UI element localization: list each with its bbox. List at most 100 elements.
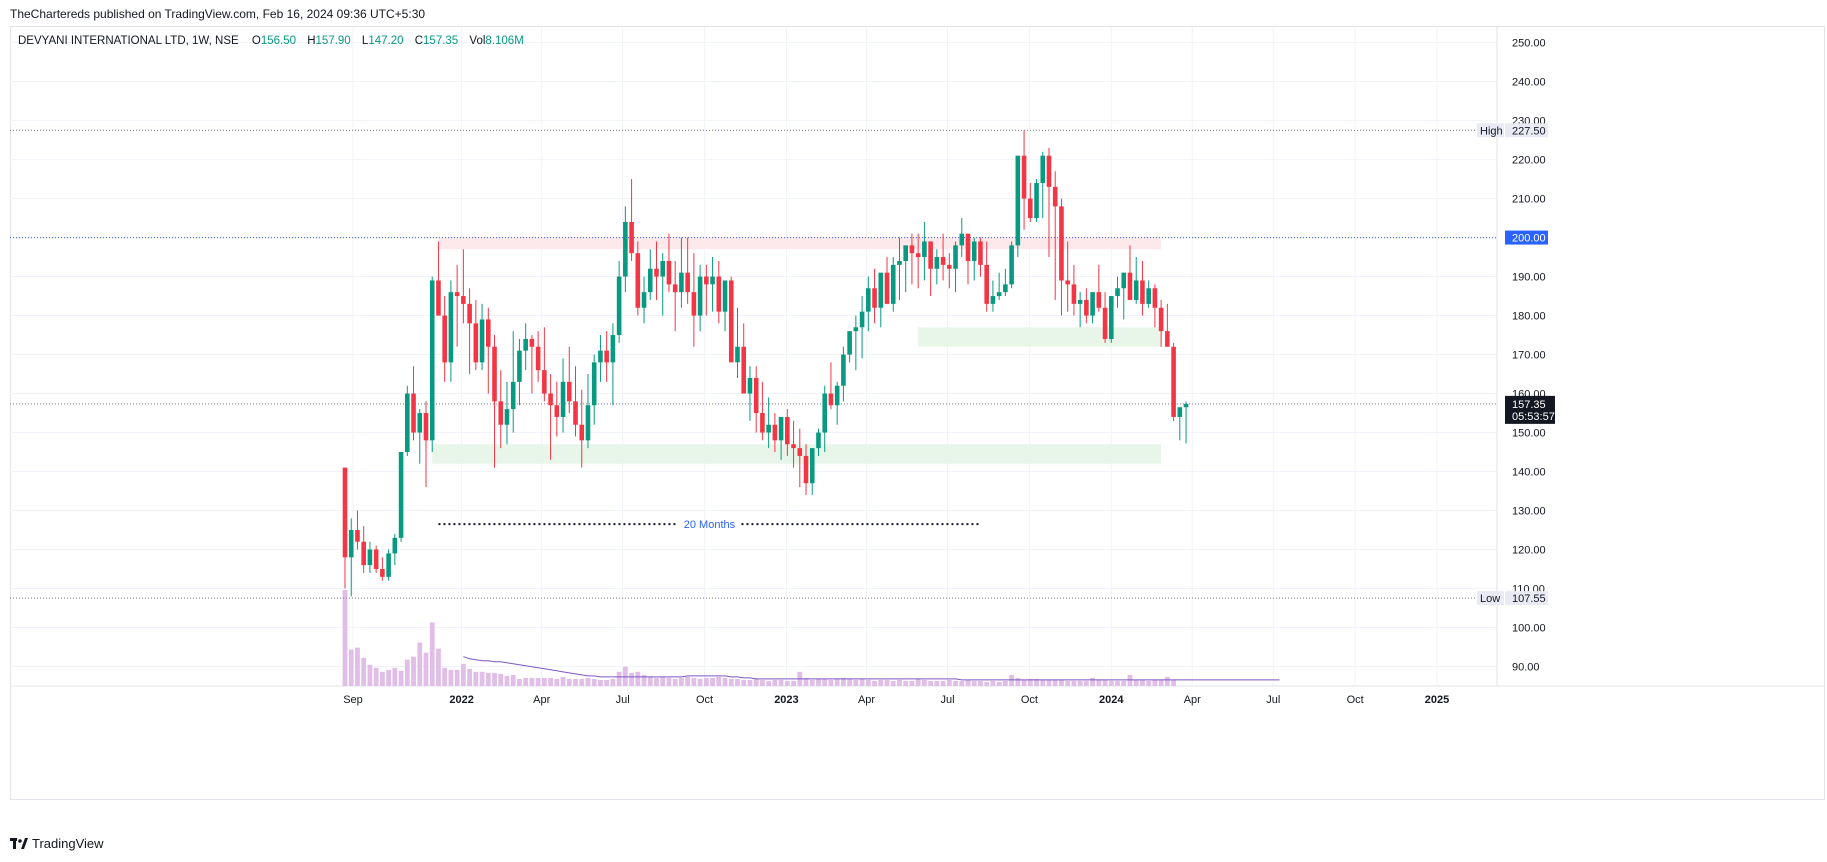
- candle: [1108, 296, 1114, 343]
- volume-bar: [554, 678, 560, 686]
- low-marker-label-bg: [1477, 591, 1504, 606]
- candle: [947, 253, 952, 289]
- candle-body: [535, 346, 541, 371]
- candle-body: [672, 284, 678, 293]
- volume-bar: [1146, 680, 1152, 686]
- candle-body: [1158, 307, 1164, 332]
- candle: [1177, 407, 1183, 441]
- tradingview-brand[interactable]: TradingView: [10, 836, 104, 851]
- candle: [1065, 241, 1070, 312]
- candle: [766, 397, 771, 449]
- volume-bar: [616, 671, 622, 686]
- symbol-name[interactable]: DEVYANI INTERNATIONAL LTD, 1W, NSE: [18, 35, 239, 47]
- candle-body: [1084, 299, 1089, 316]
- candle-body: [809, 448, 815, 484]
- candle: [392, 533, 398, 566]
- open-label: O: [251, 35, 261, 47]
- candle-body: [978, 241, 983, 265]
- volume-bar: [934, 680, 940, 686]
- candle: [591, 354, 597, 425]
- candle: [890, 257, 896, 312]
- candle-body: [479, 319, 485, 363]
- volume-bar: [517, 678, 522, 686]
- volume-bar: [1083, 680, 1089, 686]
- support-zone: [432, 444, 1162, 464]
- chart-frame[interactable]: [10, 26, 1825, 800]
- volume-bar: [1171, 679, 1176, 686]
- candle-body: [367, 549, 373, 566]
- candle: [672, 260, 678, 332]
- candle-body: [411, 393, 416, 433]
- volume-bar: [847, 678, 853, 686]
- y-tick-label: 210.00: [1512, 194, 1546, 206]
- candle: [1165, 303, 1170, 347]
- candle: [442, 296, 447, 382]
- candle: [971, 237, 977, 281]
- candle-body: [965, 233, 971, 261]
- volume-bar: [379, 671, 385, 686]
- candle: [1115, 276, 1120, 308]
- volume-bar: [978, 680, 983, 686]
- candle-body: [405, 393, 410, 453]
- candle: [809, 448, 815, 495]
- candle: [361, 526, 366, 573]
- candle: [467, 288, 472, 375]
- candle-body: [398, 452, 404, 538]
- candle: [1084, 288, 1089, 324]
- candle: [417, 409, 423, 464]
- candle-body: [523, 338, 528, 351]
- candle-body: [953, 245, 958, 269]
- volume-bar: [467, 668, 472, 686]
- candle: [697, 264, 703, 332]
- candle-body: [417, 413, 423, 433]
- volume-bar: [1164, 676, 1170, 686]
- volume-bar: [1140, 679, 1145, 686]
- candle-body: [1127, 272, 1133, 300]
- volume-bar: [560, 676, 566, 686]
- level-marker-tag-bg: [1505, 230, 1548, 245]
- candle: [623, 206, 628, 293]
- candle: [1158, 299, 1164, 347]
- grid-layer: [10, 27, 1824, 687]
- candle: [498, 370, 504, 449]
- volume-bar: [685, 676, 691, 686]
- y-tick-label: 180.00: [1512, 311, 1546, 323]
- candle: [722, 280, 728, 332]
- volume-bar: [872, 680, 877, 686]
- candle-body: [473, 323, 479, 363]
- candle-body: [1052, 186, 1058, 207]
- high-value: 157.90: [315, 35, 351, 47]
- candle: [1052, 171, 1058, 300]
- candle-body: [1133, 280, 1139, 300]
- candle-body: [629, 221, 634, 254]
- candle: [660, 253, 666, 316]
- volume-bar: [865, 679, 871, 686]
- candle-body: [1009, 245, 1014, 285]
- volume-bar: [1090, 677, 1095, 686]
- candle: [1146, 280, 1151, 308]
- x-tick-label: 2025: [1425, 694, 1449, 706]
- candle: [479, 303, 485, 371]
- volume-bar: [411, 656, 416, 686]
- candle: [915, 233, 921, 289]
- candle-body: [542, 370, 547, 394]
- candle-body: [635, 253, 641, 308]
- candle: [1183, 401, 1189, 444]
- candle-body: [517, 350, 522, 382]
- candle: [585, 374, 591, 449]
- volume-bar: [915, 678, 921, 686]
- volume-bar: [660, 676, 666, 686]
- volume-bar: [728, 678, 734, 686]
- candle-body: [679, 272, 684, 293]
- candle: [411, 366, 416, 441]
- candle: [878, 272, 884, 328]
- candle-body: [579, 424, 585, 441]
- zone-layer: [432, 237, 1162, 464]
- candle: [1003, 268, 1008, 297]
- candle: [1009, 241, 1014, 289]
- candle-body: [616, 276, 622, 336]
- volume-bar: [1040, 679, 1046, 686]
- candle-body: [373, 549, 379, 570]
